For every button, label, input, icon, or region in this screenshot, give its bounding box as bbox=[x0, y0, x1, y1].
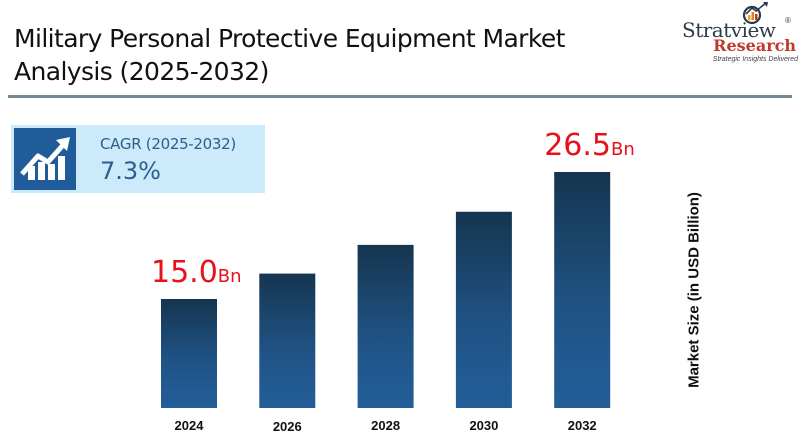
bar-2028 bbox=[357, 244, 414, 408]
data-label-2032: 26.5Bn bbox=[544, 128, 635, 163]
bars-group bbox=[161, 172, 611, 408]
data-label-unit: Bn bbox=[217, 266, 242, 287]
logo-tagline: Strategic Insights Delivered bbox=[712, 56, 798, 63]
growth-chart-icon bbox=[14, 128, 76, 190]
bar-2024 bbox=[161, 299, 217, 408]
cagr-value: 7.3% bbox=[100, 157, 161, 185]
page-title: Military Personal Protective Equipment M… bbox=[14, 22, 654, 88]
stratview-logo: Stratview ® Research Strategic Insights … bbox=[680, 2, 798, 64]
x-tick-2028: 2028 bbox=[371, 418, 400, 433]
bar-2032 bbox=[554, 172, 611, 408]
header-divider bbox=[8, 95, 792, 98]
title-line-1: Military Personal Protective Equipment M… bbox=[14, 24, 565, 53]
y-axis-label: Market Size (in USD Billion) bbox=[685, 192, 703, 388]
cagr-box: CAGR (2025-2032) 7.3% bbox=[11, 125, 265, 193]
x-tick-labels: 2024 2026 2028 2030 2032 bbox=[175, 418, 597, 434]
cagr-label: CAGR (2025-2032) bbox=[100, 135, 236, 153]
magnifier-chart-icon bbox=[742, 2, 768, 25]
data-label-unit: Bn bbox=[610, 139, 635, 160]
data-label-2024: 15.0Bn bbox=[151, 255, 242, 290]
logo-brand: Stratview bbox=[682, 18, 776, 42]
bar-2030 bbox=[455, 211, 512, 408]
x-tick-2024: 2024 bbox=[175, 418, 205, 433]
data-label-number: 15.0 bbox=[151, 255, 218, 290]
title-line-2: Analysis (2025-2032) bbox=[14, 57, 269, 86]
x-tick-2026: 2026 bbox=[273, 419, 302, 434]
bar-2026 bbox=[259, 273, 316, 408]
x-tick-2030: 2030 bbox=[469, 418, 498, 433]
logo-research: Research bbox=[713, 36, 796, 55]
data-label-number: 26.5 bbox=[544, 128, 611, 163]
x-tick-2032: 2032 bbox=[568, 418, 597, 433]
logo-registered: ® bbox=[785, 16, 791, 25]
